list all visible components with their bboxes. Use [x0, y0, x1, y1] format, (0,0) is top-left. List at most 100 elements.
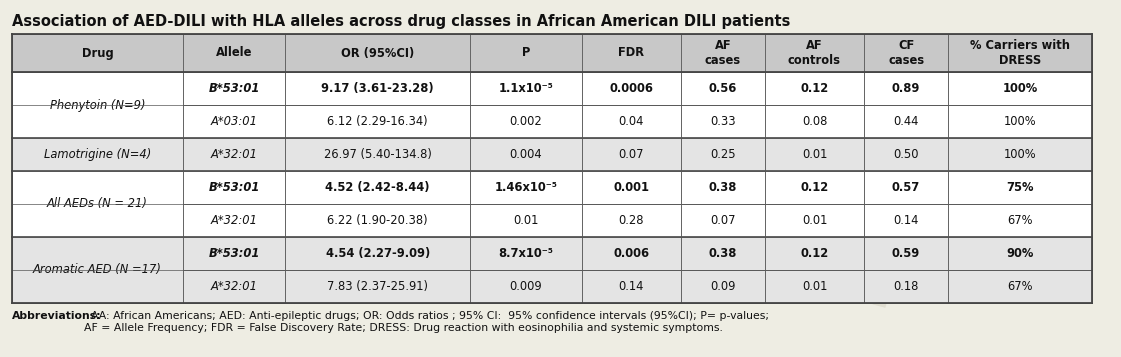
Bar — [680, 72, 766, 105]
Bar — [863, 171, 948, 204]
Text: 8.7x10⁻⁵: 8.7x10⁻⁵ — [499, 247, 554, 260]
Text: 0.59: 0.59 — [892, 247, 920, 260]
Bar — [766, 72, 863, 105]
Text: A*32:01: A*32:01 — [211, 280, 258, 293]
Bar — [286, 270, 470, 303]
Bar — [948, 204, 1092, 237]
Bar — [12, 72, 183, 138]
Bar — [286, 72, 470, 105]
Bar — [948, 138, 1092, 171]
Bar — [12, 34, 183, 72]
Bar — [470, 72, 582, 105]
Bar — [183, 138, 286, 171]
Text: Lamotrigine (N=4): Lamotrigine (N=4) — [44, 148, 151, 161]
Bar — [863, 237, 948, 270]
Text: 0.009: 0.009 — [510, 280, 543, 293]
Bar — [680, 105, 766, 138]
Bar — [766, 171, 863, 204]
Bar — [582, 270, 680, 303]
Text: Aromatic AED (N =17): Aromatic AED (N =17) — [33, 263, 161, 277]
Text: 0.25: 0.25 — [710, 148, 735, 161]
Text: OR (95%CI): OR (95%CI) — [341, 46, 415, 60]
Bar — [12, 138, 1092, 171]
Text: 0.01: 0.01 — [802, 280, 827, 293]
Text: 67%: 67% — [1008, 280, 1032, 293]
Text: 0.89: 0.89 — [892, 82, 920, 95]
Text: 0.01: 0.01 — [513, 214, 539, 227]
Bar — [582, 72, 680, 105]
Bar — [12, 138, 183, 171]
Bar — [680, 270, 766, 303]
Bar — [183, 270, 286, 303]
Text: 100%: 100% — [1004, 148, 1037, 161]
Text: 0.28: 0.28 — [619, 214, 645, 227]
Text: 0.001: 0.001 — [613, 181, 649, 194]
Text: Drug: Drug — [82, 46, 113, 60]
Text: 6.22 (1.90-20.38): 6.22 (1.90-20.38) — [327, 214, 428, 227]
Bar — [766, 237, 863, 270]
Bar — [12, 204, 1092, 237]
Bar — [183, 171, 286, 204]
Text: 1.1x10⁻⁵: 1.1x10⁻⁵ — [499, 82, 554, 95]
Text: Association of AED-DILI with HLA alleles across drug classes in African American: Association of AED-DILI with HLA alleles… — [12, 14, 790, 29]
Bar — [12, 171, 183, 237]
Text: B*53:01: B*53:01 — [209, 82, 260, 95]
Text: AA: African Americans; AED: Anti-epileptic drugs; OR: Odds ratios ; 95% CI:  95%: AA: African Americans; AED: Anti-epilept… — [84, 311, 769, 333]
Text: DILI: DILI — [734, 218, 906, 326]
Bar — [680, 204, 766, 237]
Text: 75%: 75% — [1007, 181, 1034, 194]
Bar — [582, 237, 680, 270]
Bar — [948, 270, 1092, 303]
Bar — [680, 138, 766, 171]
Text: DILI: DILI — [664, 163, 836, 271]
Bar — [863, 34, 948, 72]
Text: 90%: 90% — [1007, 247, 1034, 260]
Text: 26.97 (5.40-134.8): 26.97 (5.40-134.8) — [324, 148, 432, 161]
Text: 100%: 100% — [1004, 115, 1037, 128]
Bar — [582, 34, 680, 72]
Bar — [183, 105, 286, 138]
Text: CF
cases: CF cases — [888, 39, 924, 67]
Text: 6.12 (2.29-16.34): 6.12 (2.29-16.34) — [327, 115, 428, 128]
Bar — [680, 171, 766, 204]
Text: 0.33: 0.33 — [710, 115, 735, 128]
Bar — [12, 237, 1092, 270]
Text: 67%: 67% — [1008, 214, 1032, 227]
Text: FDR: FDR — [619, 46, 645, 60]
Text: 1.46x10⁻⁵: 1.46x10⁻⁵ — [494, 181, 557, 194]
Text: 0.44: 0.44 — [893, 115, 919, 128]
Bar — [766, 138, 863, 171]
Bar — [12, 237, 183, 303]
Text: 0.08: 0.08 — [802, 115, 827, 128]
Bar — [766, 204, 863, 237]
Text: Abbreviations:: Abbreviations: — [12, 311, 102, 321]
Text: A*32:01: A*32:01 — [211, 148, 258, 161]
Bar — [470, 270, 582, 303]
Text: 0.002: 0.002 — [510, 115, 543, 128]
Bar — [680, 34, 766, 72]
Bar — [863, 72, 948, 105]
Bar — [766, 34, 863, 72]
Bar — [948, 72, 1092, 105]
Text: 0.12: 0.12 — [800, 181, 828, 194]
Text: 0.38: 0.38 — [708, 247, 738, 260]
Text: 0.50: 0.50 — [893, 148, 919, 161]
Text: 0.01: 0.01 — [802, 214, 827, 227]
Bar — [286, 237, 470, 270]
Bar — [948, 34, 1092, 72]
Text: B*53:01: B*53:01 — [209, 181, 260, 194]
Bar — [12, 171, 1092, 204]
Text: 0.07: 0.07 — [710, 214, 735, 227]
Text: 0.38: 0.38 — [708, 181, 738, 194]
Bar — [863, 138, 948, 171]
Text: 0.18: 0.18 — [893, 280, 919, 293]
Bar — [766, 270, 863, 303]
Text: 0.004: 0.004 — [510, 148, 543, 161]
Text: 0.14: 0.14 — [619, 280, 643, 293]
Bar — [948, 237, 1092, 270]
Text: 0.14: 0.14 — [893, 214, 919, 227]
Bar — [582, 138, 680, 171]
Bar — [286, 171, 470, 204]
Text: AF
cases: AF cases — [705, 39, 741, 67]
Bar — [863, 204, 948, 237]
